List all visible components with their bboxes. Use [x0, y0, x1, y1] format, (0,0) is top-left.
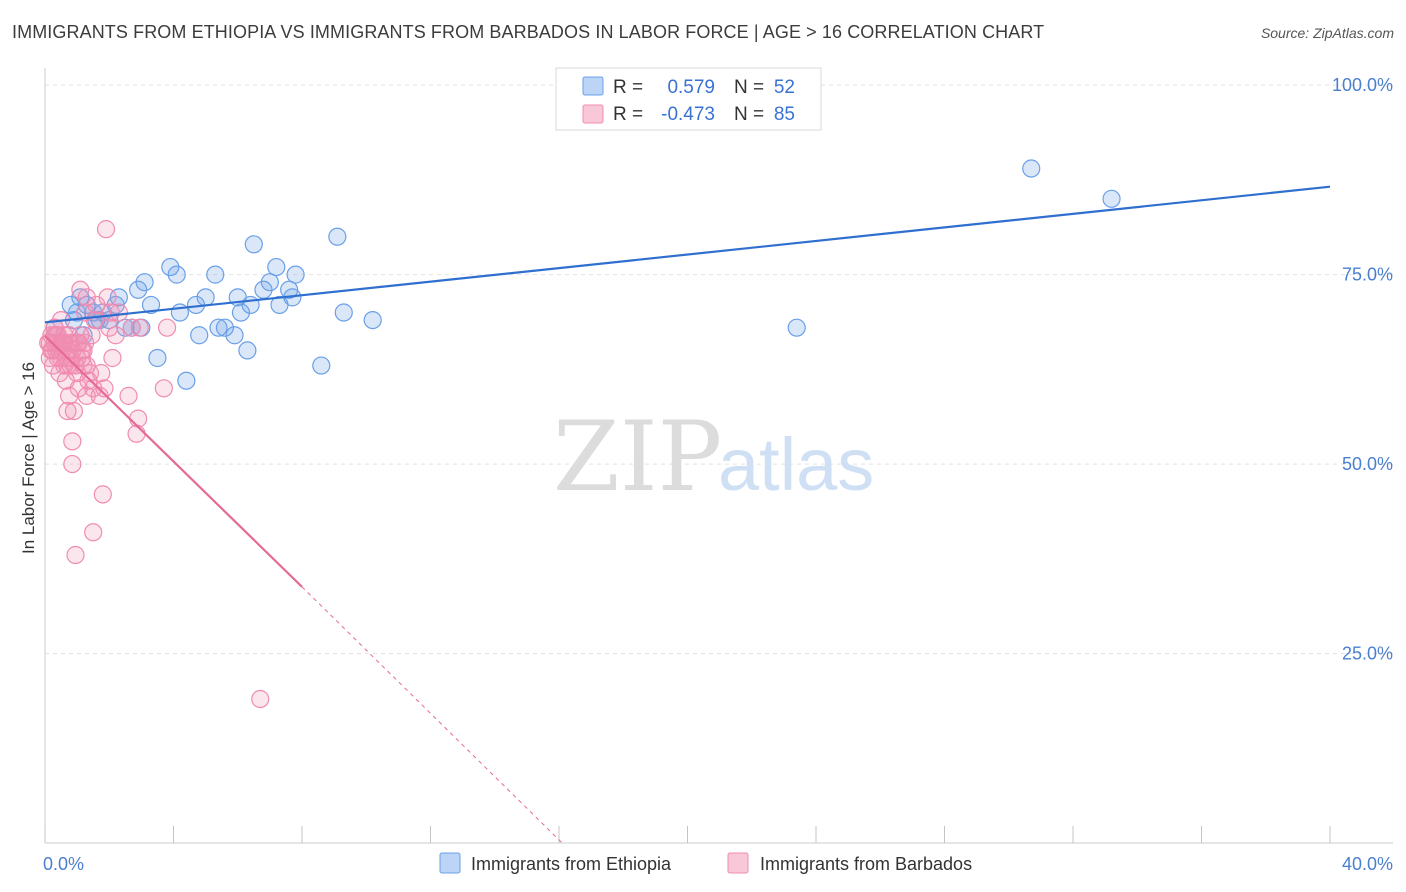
barbados-point-25 [66, 545, 85, 565]
legend-r-label-barbados: R = [613, 104, 643, 125]
barbados-point-44 [92, 364, 111, 383]
legend-n-value-ethiopia: 52 [774, 77, 795, 98]
series-legend-label-ethiopia: Immigrants from Ethiopia [471, 854, 672, 874]
barbados-point-51 [103, 348, 122, 368]
barbados-point-45 [93, 485, 112, 504]
legend-swatch-ethiopia [582, 76, 604, 96]
series-barbados-points [39, 220, 270, 709]
barbados-point-39 [84, 523, 103, 542]
legend-r-value-barbados: -0.473 [661, 104, 715, 125]
watermark-zip: ZIP [553, 401, 722, 513]
barbados-point-52 [106, 326, 125, 345]
barbados-point-24 [64, 401, 84, 421]
ethiopia-point-6 [77, 295, 96, 315]
ethiopia-point-40 [328, 227, 347, 246]
ethiopia-point-27 [225, 326, 244, 345]
barbados-point-79 [59, 326, 79, 345]
barbados-point-83 [72, 348, 92, 368]
ethiopia-point-12 [116, 318, 135, 337]
ethiopia-point-13 [129, 280, 148, 299]
ethiopia-point-24 [206, 265, 225, 284]
ethiopia-point-23 [196, 288, 215, 307]
legend-swatch-barbados [582, 104, 604, 124]
ethiopia-point-45 [1102, 189, 1121, 208]
x-tick-label-0: 0.0% [43, 854, 84, 874]
grid-lines [45, 84, 1393, 655]
stats-legend: R = 0.579 N = 52 R = -0.473 N = 85 [555, 67, 822, 131]
y-tick-label-2: 75.0% [1342, 265, 1393, 285]
ethiopia-point-2 [61, 295, 80, 315]
barbados-point-61 [251, 689, 270, 709]
ethiopia-point-33 [260, 273, 279, 292]
watermark-atlas: atlas [718, 423, 874, 506]
ethiopia-point-22 [190, 326, 209, 345]
legend-r-value-ethiopia: 0.579 [667, 77, 715, 98]
legend-n-value-barbados: 85 [774, 104, 795, 125]
chart-title: IMMIGRANTS FROM ETHIOPIA VS IMMIGRANTS F… [12, 22, 1045, 42]
series-legend-swatch-barbados [727, 852, 749, 874]
ethiopia-point-41 [334, 303, 353, 322]
series-legend-swatch-ethiopia [439, 852, 461, 874]
ethiopia-point-29 [238, 341, 257, 360]
y-tick-label-3: 100.0% [1332, 75, 1393, 95]
series-legend: Immigrants from Ethiopia Immigrants from… [439, 852, 972, 874]
watermark: ZIP atlas [553, 401, 874, 513]
y-axis-label: In Labor Force | Age > 16 [19, 362, 38, 554]
barbados-point-75 [47, 326, 66, 345]
barbados-point-23 [63, 454, 82, 474]
ethiopia-point-25 [209, 318, 228, 337]
barbados-point-84 [76, 333, 95, 352]
barbados-trend-line [44, 335, 303, 588]
y-tick-label-0: 25.0% [1342, 644, 1393, 664]
ethiopia-point-39 [312, 356, 331, 375]
barbados-point-82 [69, 333, 88, 352]
ethiopia-point-38 [286, 265, 305, 284]
ethiopia-point-42 [363, 310, 382, 330]
barbados-point-30 [71, 280, 90, 299]
axes [44, 68, 1393, 844]
ethiopia-point-15 [141, 295, 161, 315]
ethiopia-point-20 [177, 371, 196, 390]
legend-n-label-barbados: N = [734, 104, 764, 125]
barbados-point-47 [96, 220, 116, 239]
barbados-point-18 [58, 401, 77, 421]
series-legend-label-barbados: Immigrants from Barbados [760, 854, 972, 874]
barbados-point-49 [100, 318, 119, 337]
ethiopia-trend-line [44, 185, 1331, 324]
barbados-point-58 [130, 318, 149, 337]
legend-r-label-ethiopia: R = [613, 77, 643, 98]
ethiopia-point-16 [148, 348, 167, 368]
barbados-point-46 [95, 379, 114, 398]
source-label: Source: ZipAtlas.com [1260, 25, 1394, 41]
ethiopia-point-26 [215, 318, 234, 337]
legend-n-label-ethiopia: N = [734, 77, 764, 98]
barbados-point-56 [127, 424, 146, 443]
ethiopia-point-43 [787, 318, 806, 337]
barbados-point-22 [63, 432, 82, 451]
ethiopia-point-17 [161, 257, 180, 277]
barbados-point-54 [119, 386, 138, 405]
barbados-point-77 [53, 333, 72, 352]
x-tick-label-1: 40.0% [1342, 854, 1393, 874]
barbados-point-48 [98, 288, 117, 307]
ethiopia-point-34 [267, 257, 286, 277]
barbados-point-57 [129, 409, 148, 428]
barbados-point-35 [77, 386, 96, 405]
barbados-point-53 [109, 303, 128, 322]
barbados-trend-extension [301, 586, 563, 844]
ethiopia-point-44 [1022, 159, 1041, 178]
barbados-point-59 [154, 379, 173, 398]
ethiopia-point-14 [135, 273, 154, 292]
barbados-point-60 [157, 318, 177, 337]
x-tick-labels: 0.0% 40.0% [43, 854, 1393, 874]
barbados-point-34 [77, 288, 96, 307]
ethiopia-point-28 [231, 303, 251, 322]
ethiopia-point-31 [244, 235, 263, 254]
trend-lines [44, 185, 1331, 844]
y-tick-labels: 25.0% 50.0% 75.0% 100.0% [1332, 75, 1393, 663]
y-tick-label-1: 50.0% [1342, 454, 1393, 474]
ethiopia-point-18 [167, 265, 186, 284]
